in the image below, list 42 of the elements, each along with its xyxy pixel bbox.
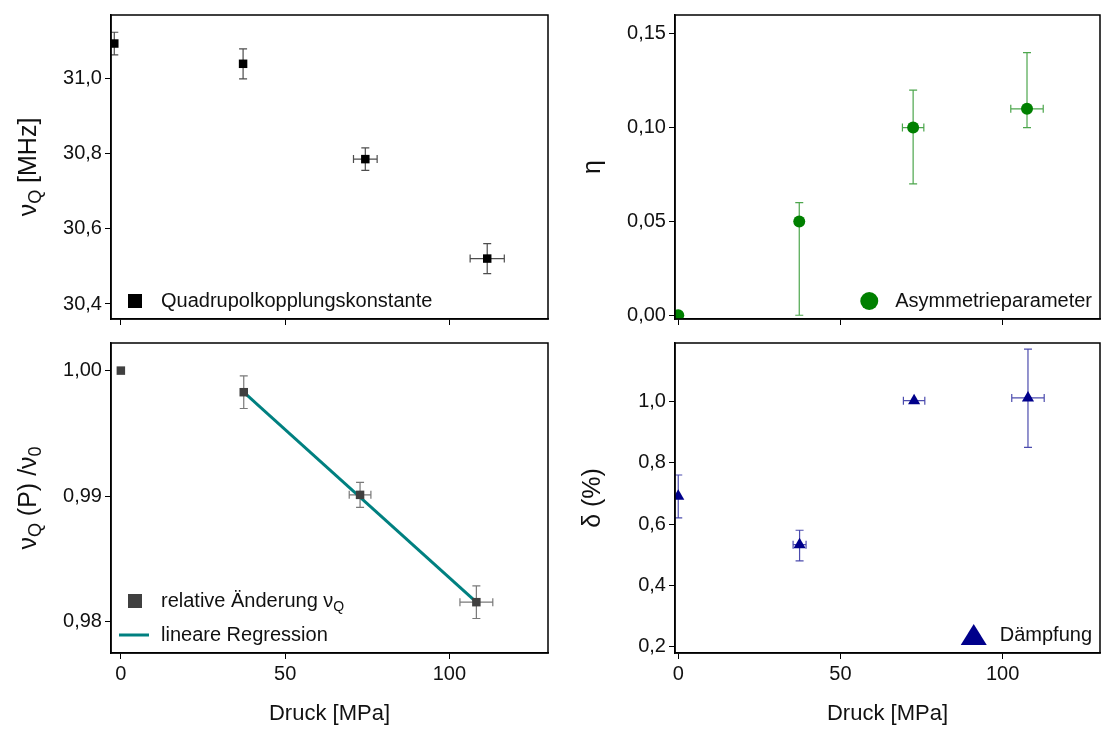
y-tick-label: 0,99 [63,483,102,506]
point [116,366,126,375]
y-tick-label: 0,6 [638,511,666,534]
y-tick-label: 0,10 [627,115,666,138]
point [1021,390,1035,402]
point [793,215,806,228]
y-tick-label: 1,00 [63,358,102,381]
point [482,254,492,263]
y-tick-label: 0,4 [638,572,666,595]
y-tick-label: 30,4 [63,291,102,314]
y-axis-title: νQ (P) /ν0 [12,446,46,550]
y-axis-title: η [576,160,605,174]
x-tick-label: 100 [985,661,1020,684]
point [111,39,119,48]
point [472,597,481,607]
legend-label: Dämpfung [999,622,1093,645]
y-tick-label: 0,15 [627,21,666,44]
y-tick-label: 0,2 [638,634,666,657]
y-axis-title: νQ [MHz] [12,117,46,217]
point [908,393,921,405]
y-axis-title: δ (%) [576,468,605,528]
x-tick-label: 50 [274,661,297,684]
y-tick-label: 0,05 [627,208,666,231]
point [361,154,370,164]
x-tick-label: 0 [672,661,684,684]
x-tick-label: 0 [115,661,127,684]
y-tick-label: 30,8 [63,141,102,164]
point [907,121,920,134]
legend-label: Quadrupolkopplungskonstante [161,288,433,311]
y-tick-label: 31,0 [63,66,102,89]
x-axis-title: Druck [MPa] [826,699,949,725]
x-tick-label: 50 [829,661,852,684]
y-tick-label: 0,98 [63,609,102,632]
y-tick-label: 30,6 [63,216,102,239]
y-tick-label: 0,00 [627,302,666,325]
legend-label: lineare Regression [161,622,328,645]
point [1021,102,1033,115]
legend-label: Asymmetrieparameter [895,288,1093,311]
x-tick-label: 100 [432,661,467,684]
x-axis-title: Druck [MPa] [268,699,391,725]
y-tick-label: 0,8 [638,450,666,473]
y-tick-label: 1,0 [638,388,666,411]
